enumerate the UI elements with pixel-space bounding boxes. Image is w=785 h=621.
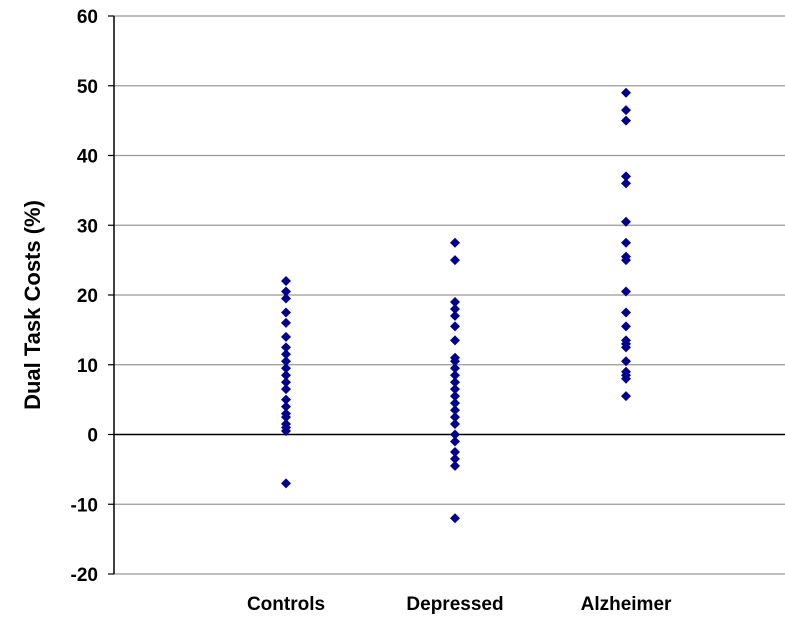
data-point-alzheimer [621, 171, 631, 182]
data-point-depressed [450, 384, 460, 395]
x-category-label: Alzheimer [581, 594, 672, 615]
data-point-depressed [450, 429, 460, 440]
y-tick-label: 20 [77, 286, 98, 307]
data-point-alzheimer [621, 105, 631, 116]
y-tick-label: -10 [71, 495, 98, 516]
data-point-controls [281, 370, 291, 381]
y-tick-label: 60 [77, 7, 98, 28]
data-point-depressed [450, 321, 460, 332]
x-category-labels: Controls Depressed Alzheimer [247, 594, 672, 615]
data-point-depressed [450, 310, 460, 321]
data-point-depressed [450, 370, 460, 381]
data-point-controls [281, 349, 291, 360]
data-point-alzheimer [621, 237, 631, 248]
data-point-depressed [450, 436, 460, 447]
x-category-label: Controls [247, 594, 325, 615]
data-point-depressed [450, 391, 460, 402]
data-point-alzheimer [621, 342, 631, 353]
data-point-controls [281, 307, 291, 318]
data-point-depressed [450, 446, 460, 457]
data-point-controls [281, 426, 291, 437]
data-point-alzheimer [621, 321, 631, 332]
data-points [281, 87, 631, 524]
data-point-alzheimer [621, 356, 631, 367]
data-point-controls [281, 342, 291, 353]
data-point-controls [281, 286, 291, 297]
y-tick-labels: -20 -10 0 10 20 30 40 50 60 [71, 7, 98, 586]
data-point-alzheimer [621, 373, 631, 384]
data-point-depressed [450, 335, 460, 346]
data-point-controls [281, 317, 291, 328]
data-point-alzheimer [621, 255, 631, 266]
data-point-depressed [450, 363, 460, 374]
data-point-depressed [450, 296, 460, 307]
data-point-controls [281, 363, 291, 374]
data-point-alzheimer [621, 216, 631, 227]
y-tick-label: 30 [77, 216, 98, 237]
y-tick-label: -20 [71, 565, 98, 586]
x-category-label: Depressed [406, 594, 503, 615]
data-point-depressed [450, 419, 460, 430]
data-point-depressed [450, 303, 460, 314]
data-point-controls [281, 384, 291, 395]
data-point-alzheimer [621, 391, 631, 402]
data-point-depressed [450, 398, 460, 409]
data-point-alzheimer [621, 87, 631, 98]
data-point-controls [281, 478, 291, 489]
data-point-alzheimer [621, 115, 631, 126]
data-point-controls [281, 331, 291, 342]
data-point-controls [281, 293, 291, 304]
data-point-depressed [450, 412, 460, 423]
data-point-alzheimer [621, 178, 631, 189]
data-point-controls [281, 276, 291, 287]
data-point-controls [281, 377, 291, 388]
data-point-depressed [450, 237, 460, 248]
data-point-depressed [450, 255, 460, 266]
data-point-depressed [450, 453, 460, 464]
y-axis-title: Dual Task Costs (%) [20, 200, 45, 410]
y-tick-label: 0 [87, 426, 98, 447]
data-point-alzheimer [621, 286, 631, 297]
data-point-controls [281, 356, 291, 367]
y-tick-label: 50 [77, 77, 98, 98]
y-tick-label: 40 [77, 147, 98, 168]
data-point-depressed [450, 377, 460, 388]
gridlines [108, 15, 785, 575]
data-point-alzheimer [621, 307, 631, 318]
data-point-controls [281, 412, 291, 423]
data-point-depressed [450, 460, 460, 471]
data-point-depressed [450, 513, 460, 524]
data-point-controls [281, 401, 291, 412]
y-tick-label: 10 [77, 356, 98, 377]
data-point-depressed [450, 356, 460, 367]
data-point-controls [281, 394, 291, 405]
data-point-depressed [450, 405, 460, 416]
